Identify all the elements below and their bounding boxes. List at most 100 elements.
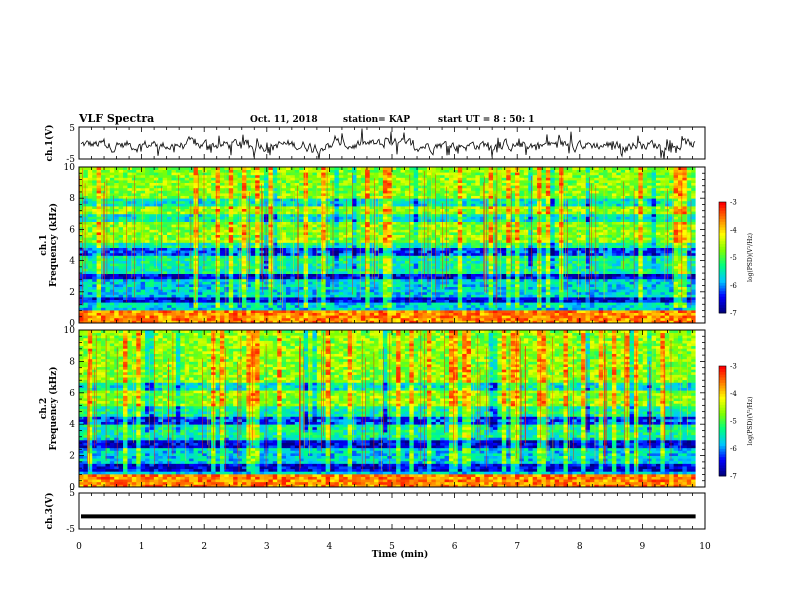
ch1-spec-cell bbox=[400, 299, 406, 303]
ch1-spec-cell bbox=[633, 294, 639, 298]
ch1-spec-cell bbox=[682, 284, 688, 287]
ch1-spec-cell bbox=[215, 250, 221, 254]
ch1-spec-cell bbox=[325, 234, 331, 238]
ch1-spec-cell bbox=[140, 317, 146, 321]
ch1-spec-cell bbox=[290, 273, 296, 277]
ch1-spec-cell bbox=[193, 299, 199, 303]
ch1-spec-cell bbox=[669, 317, 674, 321]
ch1-spec-cell bbox=[673, 237, 679, 241]
ch1-spec-cell bbox=[211, 273, 216, 277]
ch1-spec-cell bbox=[660, 239, 666, 243]
ch1-spec-cell bbox=[149, 242, 155, 246]
ch1-spec-cell bbox=[479, 291, 485, 295]
ch1-spec-cell bbox=[250, 255, 256, 259]
ch1-spec-cell bbox=[686, 284, 692, 287]
ch1-spec-cell bbox=[206, 299, 212, 303]
ch1-spec-cell bbox=[197, 265, 203, 269]
ch1-spec-cell bbox=[153, 299, 159, 303]
ch1-spec-cell bbox=[673, 265, 679, 269]
ch1-spec-cell bbox=[356, 258, 362, 261]
ch1-spec-cell bbox=[255, 271, 260, 274]
ch1-spec-cell bbox=[197, 255, 203, 259]
ch1-spec-cell bbox=[233, 307, 238, 311]
ch1-spec-cell bbox=[501, 284, 507, 287]
ch1-spec-cell bbox=[545, 286, 551, 290]
ch1-spec-cell bbox=[532, 242, 538, 246]
ch1-spec-cell bbox=[382, 247, 388, 251]
ch1-spec-cell bbox=[228, 265, 234, 269]
ch1-spec-cell bbox=[338, 312, 344, 316]
ch1-spec-cell bbox=[493, 252, 498, 256]
ch1-spec-cell bbox=[391, 289, 397, 293]
ch1-spec-cell bbox=[506, 315, 512, 319]
ch1-spec-cell bbox=[523, 260, 529, 264]
ch1-spec-cell bbox=[325, 245, 331, 248]
ch1-spec-cell bbox=[109, 242, 115, 246]
ch1-spec-cell bbox=[554, 268, 560, 272]
ch1-spec-cell bbox=[158, 234, 164, 238]
ch1-spec-cell bbox=[325, 276, 331, 280]
ch1-spec-cell bbox=[488, 299, 494, 303]
ch1-spec-cell bbox=[541, 245, 547, 248]
ch1-spec-cell bbox=[145, 302, 150, 306]
ch1-spec-cell bbox=[338, 245, 344, 248]
ch1-spec-cell bbox=[365, 294, 371, 298]
ch1-spec-cell bbox=[611, 250, 617, 254]
ch1-spec-cell bbox=[651, 299, 657, 303]
ch1-spec-cell bbox=[664, 268, 670, 272]
ch1-spec-cell bbox=[598, 302, 604, 306]
ch1-spec-cell bbox=[638, 317, 644, 321]
ch1-spec-cell bbox=[268, 310, 274, 313]
ch1-spec-cell bbox=[448, 289, 454, 293]
ch1-spec-cell bbox=[559, 320, 564, 324]
ch1-spec-cell bbox=[435, 286, 441, 290]
ch1-spec-cell bbox=[286, 284, 291, 287]
ch1-spec-cell bbox=[171, 286, 177, 290]
ch1-spec-cell bbox=[224, 276, 230, 280]
ch1-spec-cell bbox=[391, 258, 397, 261]
ch1-spec-cell bbox=[589, 281, 595, 285]
ch1-spec-cell bbox=[660, 245, 666, 248]
ch1-spec-cell bbox=[651, 302, 657, 306]
ch1-spec-cell bbox=[299, 320, 305, 324]
ch1-spec-cell bbox=[255, 260, 260, 264]
ch1-spec-cell bbox=[488, 268, 494, 272]
ch1-spec-cell bbox=[625, 281, 630, 285]
ch1-spec-cell bbox=[660, 273, 666, 277]
ch1-spec-cell bbox=[109, 297, 115, 300]
ch1-spec-cell bbox=[206, 310, 212, 313]
ch1-spec-cell bbox=[189, 310, 194, 313]
ch1-spec-cell bbox=[180, 273, 186, 277]
ch1-spec-cell bbox=[673, 242, 679, 246]
ch1-spec-cell bbox=[83, 304, 89, 308]
ch1-spec-cell bbox=[149, 278, 155, 282]
ch1-spec-cell bbox=[365, 315, 371, 319]
ch1-spec-cell bbox=[202, 289, 208, 293]
ch1-spec-cell bbox=[528, 252, 534, 256]
ch1-spec-cell bbox=[585, 304, 591, 308]
ch1-spec-cell bbox=[250, 273, 256, 277]
ch1-spec-cell bbox=[598, 286, 604, 290]
ch1-spec-cell bbox=[224, 273, 230, 277]
ch1-spec-cell bbox=[431, 234, 437, 238]
ch1-spec-cell bbox=[506, 317, 512, 321]
ch1-spec-cell bbox=[167, 284, 172, 287]
ch1-spec-cell bbox=[642, 271, 648, 274]
ch1-spec-cell bbox=[435, 320, 441, 324]
ch1-spec-cell bbox=[554, 237, 560, 241]
ch1-spec-cell bbox=[206, 281, 212, 285]
ch1-spec-cell bbox=[453, 286, 459, 290]
ch1-spec-cell bbox=[162, 252, 168, 256]
ch1-spec-cell bbox=[470, 247, 476, 251]
ch1-spec-cell bbox=[184, 273, 190, 277]
ch1-spec-cell bbox=[594, 307, 600, 311]
ch1-spec-cell bbox=[400, 258, 406, 261]
ch1-spec-cell bbox=[404, 276, 410, 280]
ch1-spec-cell bbox=[391, 291, 397, 295]
ch1-spec-cell bbox=[321, 268, 327, 272]
ch1-spec-cell bbox=[158, 315, 164, 319]
ch1-spec-cell bbox=[153, 320, 159, 324]
ch1-spec-cell bbox=[541, 273, 547, 277]
ch1-spec-cell bbox=[382, 307, 388, 311]
ch1-spec-cell bbox=[664, 278, 670, 282]
